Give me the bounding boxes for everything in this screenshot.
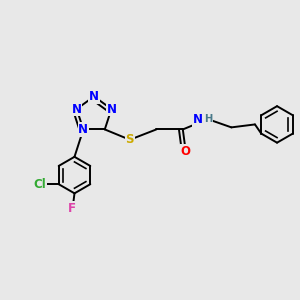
Text: N: N — [106, 103, 116, 116]
Text: N: N — [72, 103, 82, 116]
Text: F: F — [68, 202, 76, 215]
Text: O: O — [181, 145, 191, 158]
Text: S: S — [126, 133, 134, 146]
Text: N: N — [193, 113, 202, 126]
Text: N: N — [78, 123, 88, 136]
Text: N: N — [89, 90, 99, 103]
Text: H: H — [204, 114, 212, 124]
Text: Cl: Cl — [34, 178, 46, 191]
